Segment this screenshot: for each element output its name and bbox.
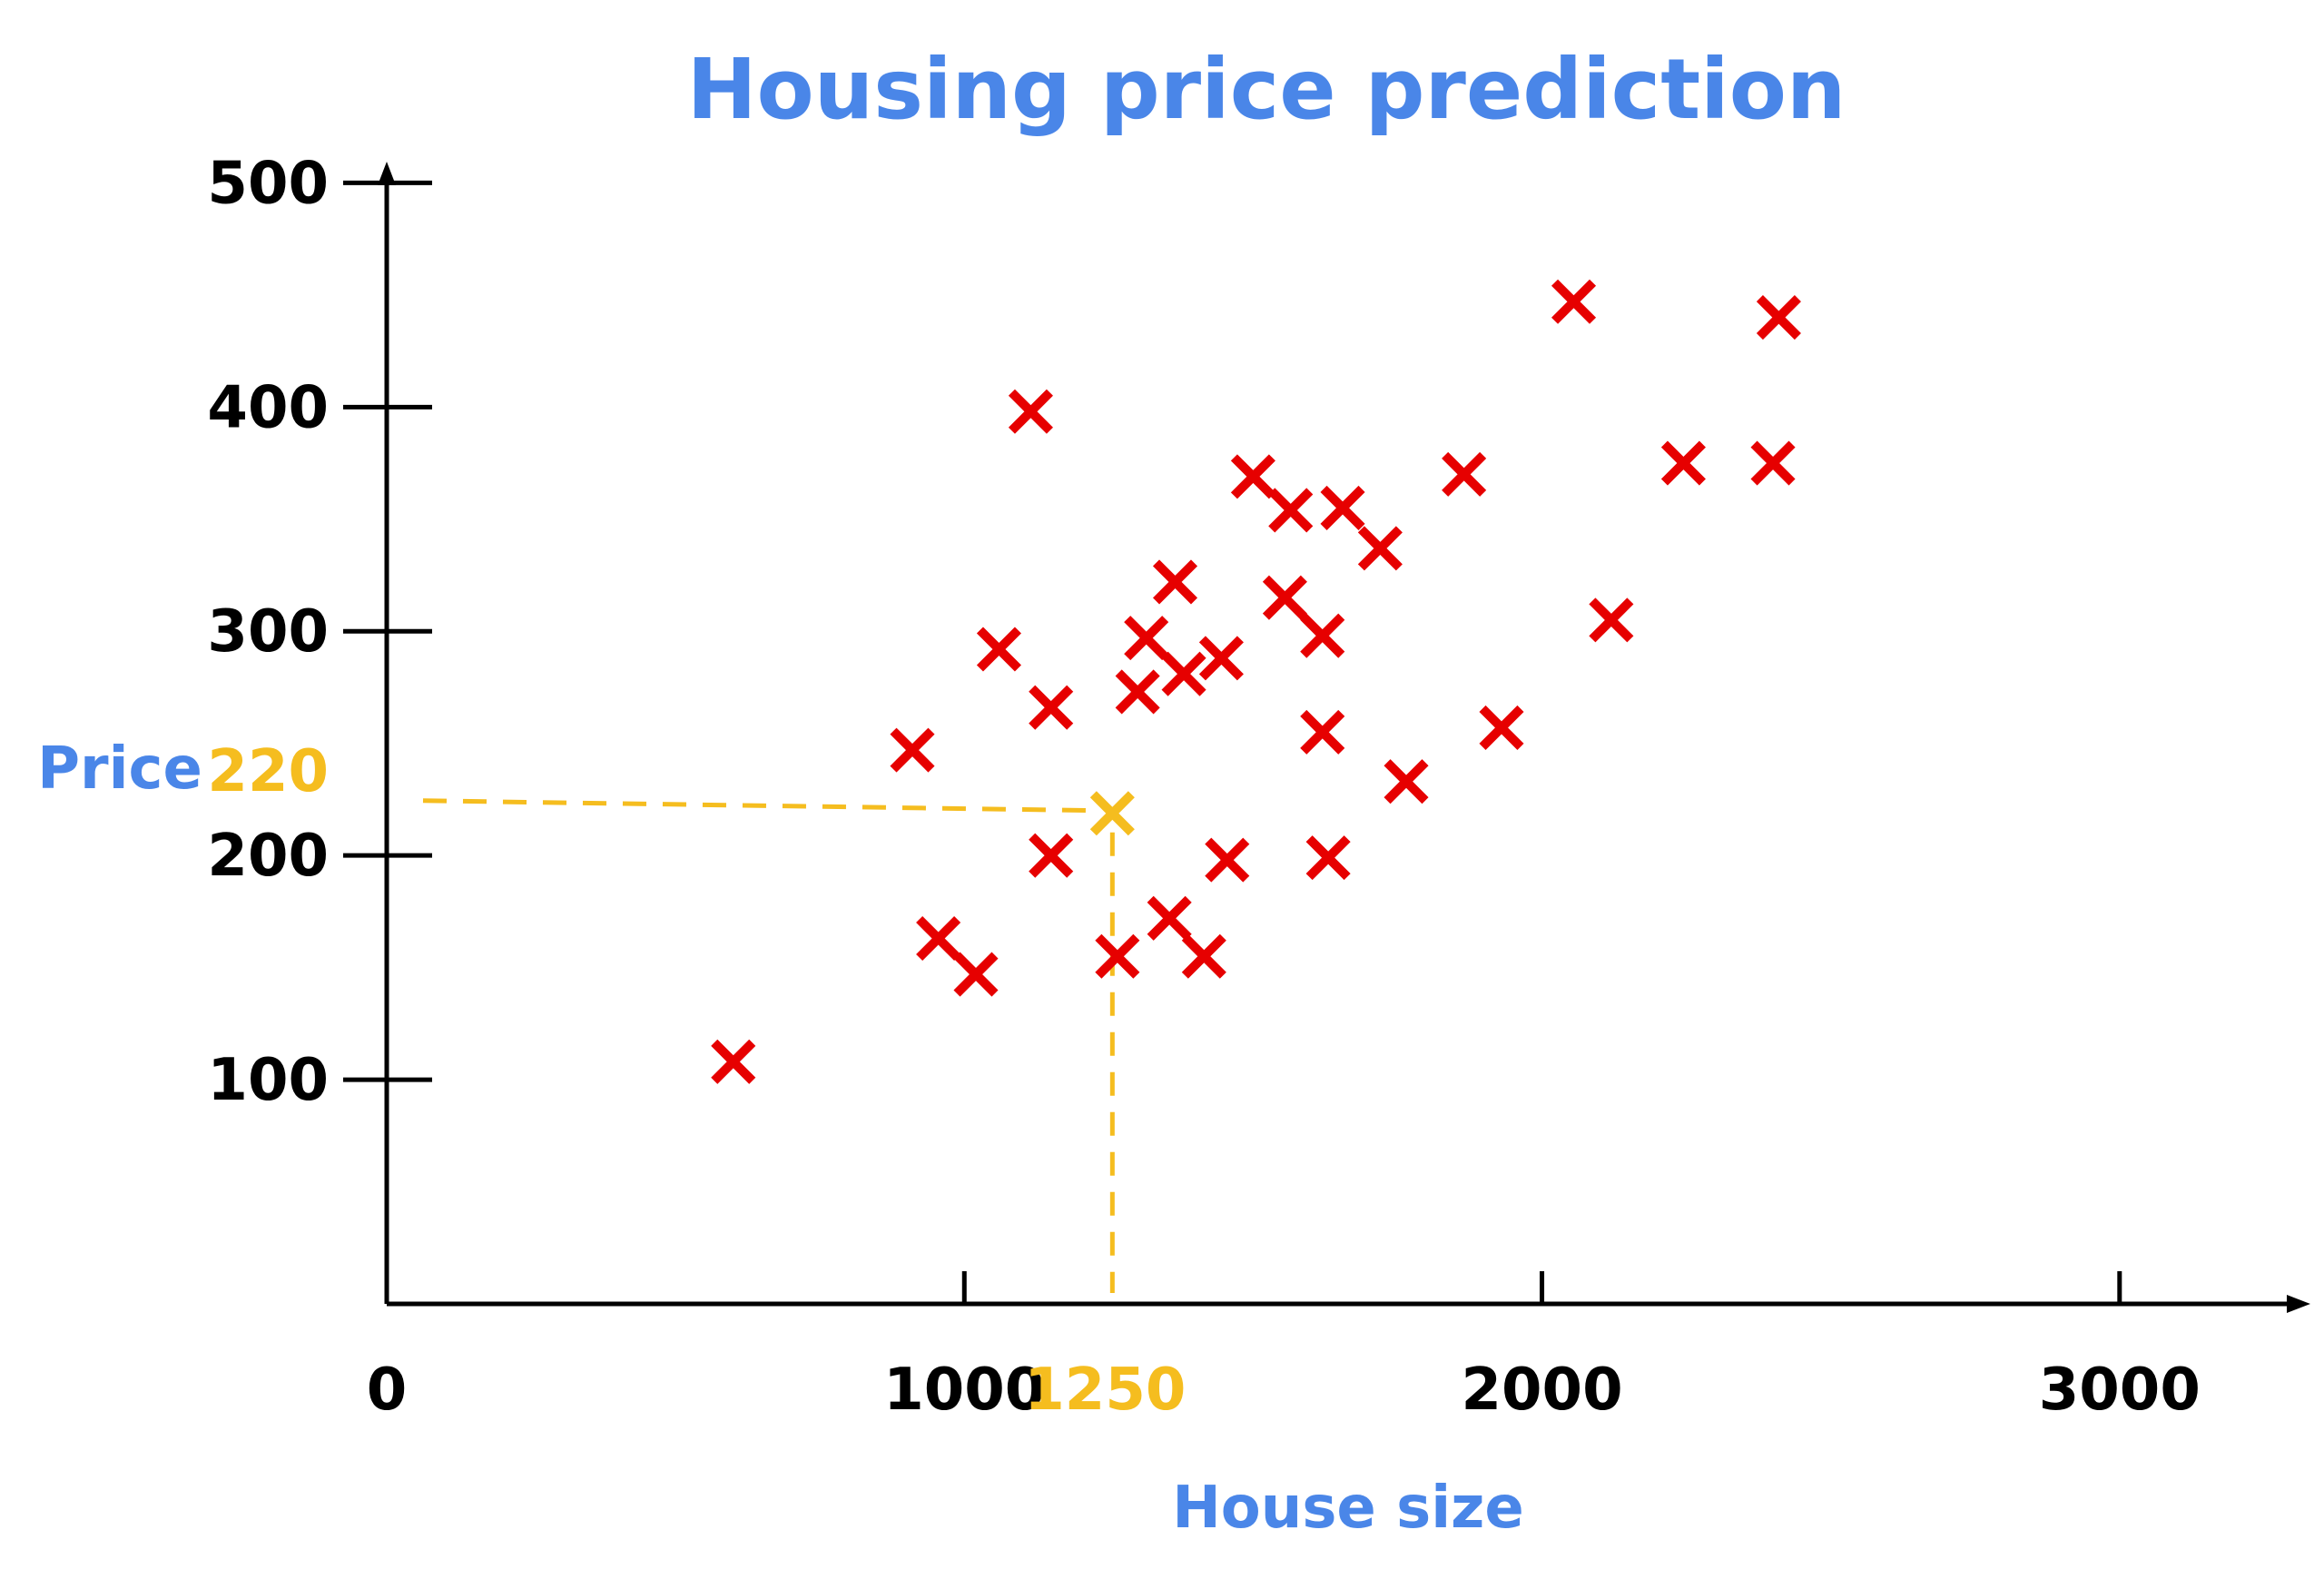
data-point bbox=[1198, 636, 1244, 681]
data-point bbox=[1300, 709, 1345, 755]
y-tick-label: 100 bbox=[207, 1047, 329, 1114]
data-points bbox=[711, 279, 1801, 1084]
data-point bbox=[1152, 559, 1198, 605]
data-point bbox=[1029, 833, 1074, 878]
data-point bbox=[1551, 279, 1597, 324]
data-point bbox=[1479, 705, 1524, 750]
x-axis-label: House size bbox=[1172, 1475, 1524, 1542]
prediction-guides bbox=[422, 798, 1115, 1293]
data-point bbox=[916, 915, 961, 962]
prediction: 1250 220 bbox=[207, 738, 1186, 1424]
data-point bbox=[1660, 440, 1706, 486]
data-point bbox=[1305, 835, 1351, 881]
y-axis-arrow bbox=[378, 162, 396, 185]
prediction-x-label: 1250 bbox=[1024, 1357, 1186, 1424]
data-point bbox=[1300, 613, 1345, 658]
y-tick-label: 200 bbox=[207, 823, 329, 890]
data-point bbox=[1442, 451, 1487, 497]
data-point bbox=[1384, 759, 1429, 804]
data-point bbox=[1029, 685, 1074, 730]
y-tick-label: 400 bbox=[207, 374, 329, 441]
prediction-guide-horizontal bbox=[422, 798, 1100, 814]
data-point bbox=[1124, 616, 1169, 661]
data-point bbox=[711, 1039, 756, 1084]
prediction-y-label: 220 bbox=[207, 738, 329, 805]
data-point bbox=[1147, 895, 1192, 941]
data-point bbox=[1589, 597, 1634, 643]
x-tick-label: 3000 bbox=[2039, 1357, 2201, 1424]
data-point bbox=[1357, 526, 1403, 571]
data-point bbox=[976, 627, 1021, 672]
data-point bbox=[1320, 485, 1365, 530]
data-point bbox=[1230, 454, 1275, 499]
y-axis-label: Price bbox=[37, 735, 202, 803]
x-tick-label: 2000 bbox=[1461, 1357, 1622, 1424]
x-axis-arrow bbox=[2287, 1295, 2310, 1313]
data-point bbox=[1205, 837, 1250, 883]
prediction-point bbox=[1089, 791, 1135, 836]
data-point bbox=[1115, 669, 1160, 715]
x-tick-label: 0 bbox=[367, 1357, 408, 1424]
data-point bbox=[1161, 651, 1206, 696]
data-point bbox=[1750, 440, 1796, 486]
y-tick-label: 500 bbox=[207, 150, 329, 217]
axes: 0 1000 2000 3000 100 200 300 400 500 bbox=[207, 150, 2310, 1424]
data-point bbox=[1268, 488, 1314, 533]
y-tick-label: 300 bbox=[207, 598, 329, 666]
chart-title: Housing price prediction bbox=[687, 41, 1846, 138]
data-point bbox=[1095, 933, 1140, 979]
data-point bbox=[1756, 295, 1801, 340]
data-point bbox=[1008, 389, 1053, 434]
data-point bbox=[1262, 575, 1307, 620]
data-point bbox=[953, 952, 999, 997]
data-point bbox=[1181, 933, 1226, 979]
data-point bbox=[890, 727, 935, 773]
x-tick-label: 1000 bbox=[883, 1357, 1045, 1424]
